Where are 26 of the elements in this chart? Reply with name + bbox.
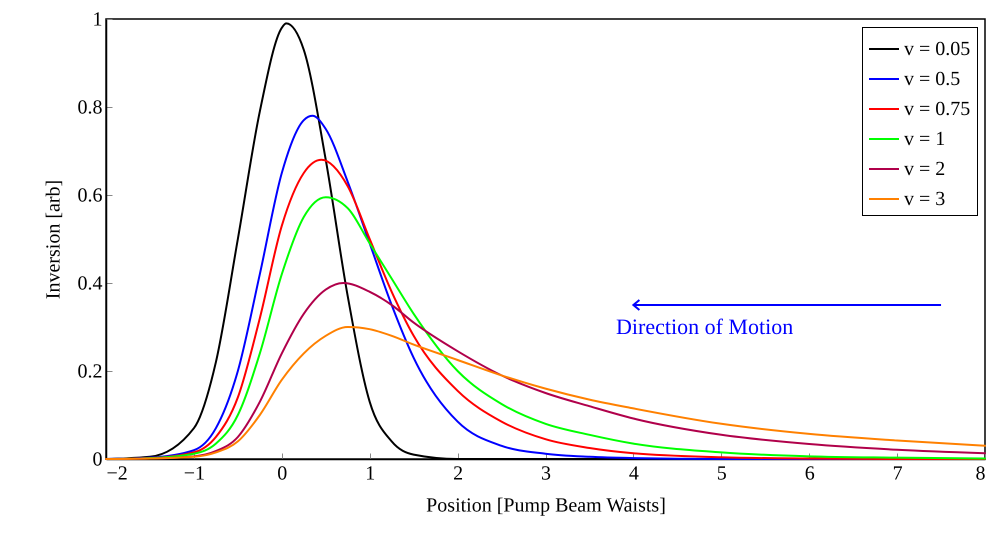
x-tick-label: 2: [453, 462, 464, 484]
x-tick-label: 1: [365, 462, 376, 484]
y-tick-label: 0.4: [78, 272, 102, 294]
annotation: Direction of Motion: [616, 314, 794, 339]
legend-label: v = 0.75: [904, 98, 970, 120]
y-axis-title: Inversion [arb]: [42, 180, 64, 300]
x-tick-label: −1: [184, 462, 206, 484]
x-tick-label: 4: [628, 462, 639, 484]
y-tick-label: 1: [92, 8, 102, 30]
x-axis-title: Position [Pump Beam Waists]: [426, 494, 666, 516]
legend-label: v = 0.05: [904, 38, 970, 60]
y-tick-label: 0.8: [78, 96, 102, 118]
x-tick-label: −2: [106, 462, 128, 484]
x-tick-label: 6: [804, 462, 815, 484]
x-tick-label: 8: [976, 462, 986, 484]
legend-label: v = 1: [904, 128, 946, 150]
y-tick-label: 0.2: [78, 360, 102, 382]
y-tick-label: 0: [92, 448, 102, 470]
legend-label: v = 2: [904, 158, 946, 180]
x-tick-label: 0: [277, 462, 288, 484]
x-tick-label: 7: [892, 462, 903, 484]
y-tick-label: 0.6: [78, 184, 102, 206]
x-tick-label: 5: [716, 462, 727, 484]
legend-label: v = 3: [904, 188, 946, 210]
legend-label: v = 0.5: [904, 68, 960, 90]
x-tick-label: 3: [541, 462, 551, 484]
